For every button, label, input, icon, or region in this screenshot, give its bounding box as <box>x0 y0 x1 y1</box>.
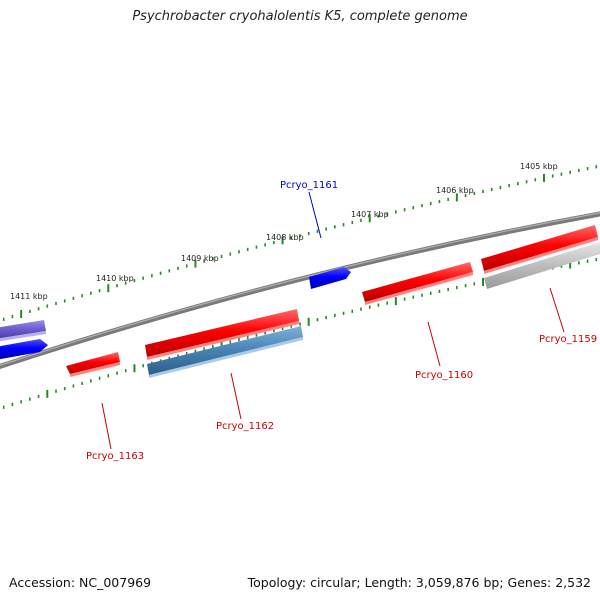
gene-label-pcryo-1160[interactable]: Pcryo_1160 <box>415 370 473 381</box>
gene-label-pcryo-1161[interactable]: Pcryo_1161 <box>280 180 338 191</box>
callout-line-pcryo-1162 <box>230 372 242 420</box>
tick-label-1411: 1411 kbp <box>10 292 48 301</box>
feature-pcryo-1159[interactable] <box>481 225 598 274</box>
tick-label-1409: 1409 kbp <box>181 254 219 263</box>
callout-line-pcryo-1163 <box>101 402 112 450</box>
feature-pcryo-1161[interactable] <box>309 267 351 289</box>
map-title: Psychrobacter cryohalolentis K5, complet… <box>132 9 468 24</box>
genome-backbone-highlight <box>0 212 600 367</box>
tick-label-1408: 1408 kbp <box>266 233 304 242</box>
callout-line-pcryo-1161 <box>308 191 322 239</box>
tick-label-1405: 1405 kbp <box>520 162 558 171</box>
feature-grey-right[interactable] <box>484 242 600 289</box>
tick-marks-upper <box>2 165 598 321</box>
gene-label-pcryo-1162[interactable]: Pcryo_1162 <box>216 421 274 432</box>
feature-pcryo-1162-top[interactable] <box>145 309 299 360</box>
tick-label-1406: 1406 kbp <box>436 186 474 195</box>
feature-blue-left[interactable] <box>0 339 48 360</box>
accession-text: Accession: NC_007969 <box>9 575 152 590</box>
feature-pcryo-1160[interactable] <box>362 262 473 305</box>
feature-steelblue[interactable] <box>147 326 303 378</box>
callout-line-pcryo-1159 <box>549 287 565 333</box>
callout-line-pcryo-1160 <box>427 321 441 367</box>
tick-label-1410: 1410 kbp <box>96 274 134 283</box>
tick-label-1407: 1407 kbp <box>351 210 389 219</box>
feature-pcryo-1163[interactable] <box>66 352 120 377</box>
feature-purple-left[interactable] <box>0 320 46 342</box>
gene-label-pcryo-1163[interactable]: Pcryo_1163 <box>86 451 144 462</box>
genome-backbone <box>0 211 600 370</box>
gene-label-pcryo-1159[interactable]: Pcryo_1159 <box>539 334 597 345</box>
genome-summary-text: Topology: circular; Length: 3,059,876 bp… <box>247 575 591 590</box>
